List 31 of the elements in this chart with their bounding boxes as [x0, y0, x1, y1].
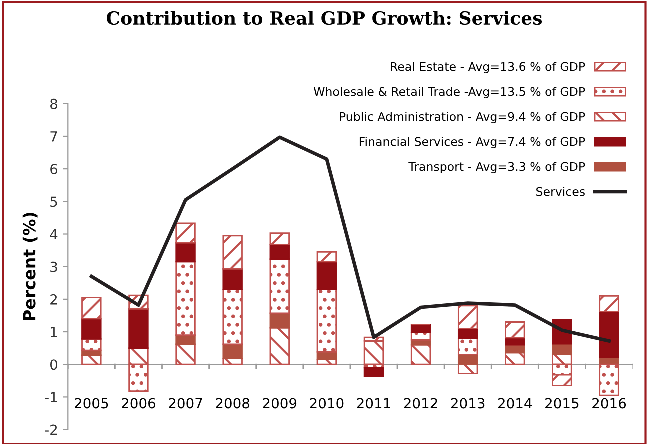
- y-tick-label: 5: [50, 196, 58, 208]
- x-tick-label: 2010: [310, 398, 344, 409]
- x-tick-label: 2005: [75, 398, 108, 409]
- x-tick-label: 2014: [498, 398, 532, 409]
- legend-label: Services: [536, 187, 585, 196]
- y-tick-label: 4: [50, 229, 58, 240]
- x-tick-label: 2006: [122, 398, 156, 409]
- y-tick-label: 0: [50, 360, 58, 370]
- x-tick-label: 2016: [592, 398, 626, 409]
- legend-label: Transport - Avg=3.3 % of GDP: [408, 162, 586, 174]
- y-tick-label: 6: [50, 164, 58, 175]
- legend-label: Wholesale & Retail Trade -Avg=13.5 % of GDP: [314, 87, 586, 99]
- y-tick-label: 1: [51, 327, 58, 338]
- y-tick-label: 3: [50, 262, 58, 272]
- y-axis-title: Percent (%): [22, 213, 38, 321]
- legend-label: Public Administration - Avg=9.4 % of GDP: [340, 112, 586, 124]
- x-tick-label: 2007: [169, 398, 202, 409]
- y-tick-label: -2: [45, 424, 58, 436]
- x-tick-label: 2008: [216, 398, 250, 409]
- legend-label: Financial Services - Avg=7.4 % of GDP: [360, 137, 586, 149]
- x-tick-label: 2009: [263, 398, 297, 409]
- x-tick-label: 2013: [451, 398, 485, 409]
- y-tick-label: 2: [50, 294, 58, 305]
- y-tick-label: 8: [50, 98, 58, 110]
- x-tick-label: 2011: [357, 398, 390, 409]
- y-tick-label: -1: [45, 392, 58, 402]
- x-tick-label: 2015: [546, 398, 579, 409]
- legend-label: Real Estate - Avg=13.6 % of GDP: [391, 62, 586, 74]
- x-tick-label: 2012: [404, 398, 438, 409]
- chart-title: Contribution to Real GDP Growth: Services: [106, 11, 542, 26]
- y-tick-label: 7: [50, 132, 58, 142]
